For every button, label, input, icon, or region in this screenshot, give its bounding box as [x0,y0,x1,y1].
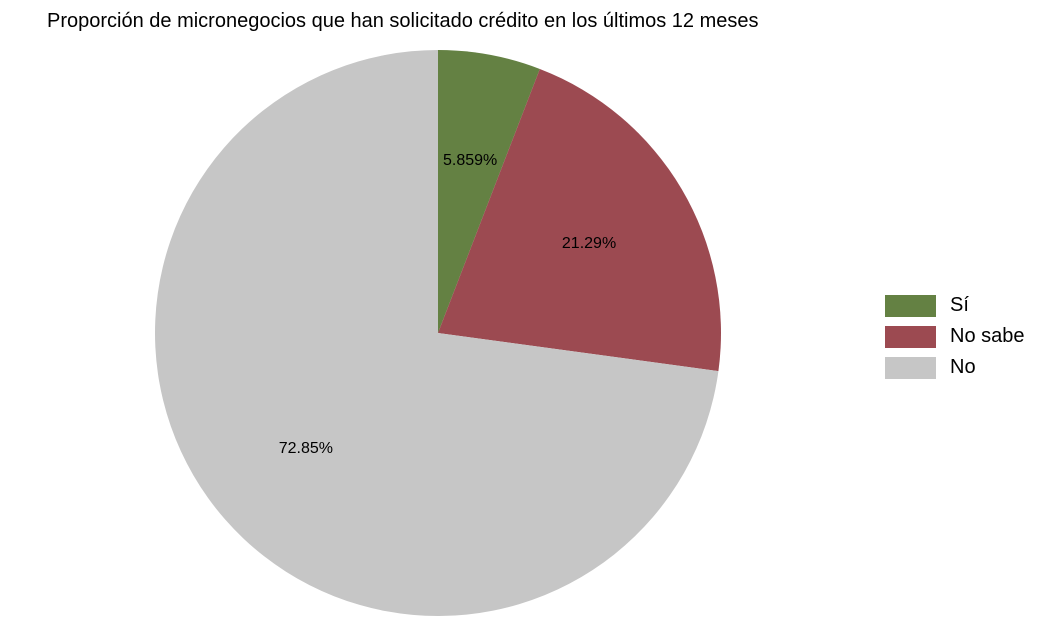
pie-label-si: 5.859% [443,152,497,169]
legend-item-si: Sí [885,290,1025,321]
legend-item-no: No [885,352,1025,383]
legend-swatch-no [885,356,936,379]
pie-slice-no-sabe [438,68,721,372]
legend: Sí No sabe No [885,290,1025,383]
legend-label-no: No [950,356,976,378]
chart-title: Proporción de micronegocios que han soli… [47,10,759,32]
legend-label-no-sabe: No sabe [950,325,1025,347]
pie-labels: 5.859% 21.29% 72.85% [279,152,616,457]
legend-item-no-sabe: No sabe [885,321,1025,352]
pie-label-no: 72.85% [279,440,333,457]
pie-label-no-sabe: 21.29% [562,235,616,252]
legend-label-si: Sí [950,294,969,316]
legend-swatch-no-sabe [885,325,936,348]
pie-slice-si [438,50,540,333]
pie-slices [154,50,721,616]
legend-swatch-si [885,294,936,317]
pie-slice-no [154,50,719,616]
